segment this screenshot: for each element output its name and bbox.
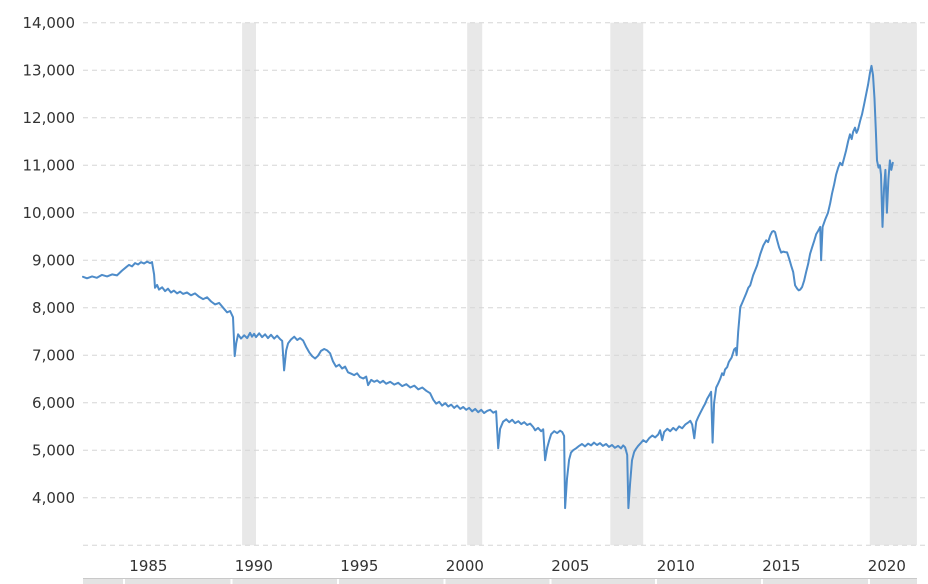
x-axis-label: 2005 xyxy=(551,557,589,575)
y-axis-label: 14,000 xyxy=(23,14,76,32)
data-series-line xyxy=(82,64,894,510)
recession-band xyxy=(467,22,483,546)
range-selector-divider xyxy=(868,579,870,584)
y-axis-label: 12,000 xyxy=(23,109,76,127)
x-axis-label: 2020 xyxy=(868,557,906,575)
x-axis-label: 2010 xyxy=(657,557,695,575)
range-selector-divider xyxy=(549,579,552,584)
y-axis-label: 8,000 xyxy=(32,299,75,317)
range-selector-divider xyxy=(123,579,125,584)
range-selector-border xyxy=(83,578,917,579)
y-axis-label: 9,000 xyxy=(32,252,75,270)
recession-band xyxy=(869,22,917,546)
x-axis-label: 2015 xyxy=(762,557,800,575)
y-axis-label: 10,000 xyxy=(23,204,76,222)
range-selector-divider xyxy=(443,579,446,584)
y-axis-label: 5,000 xyxy=(32,442,75,460)
x-axis-label: 1990 xyxy=(235,557,273,575)
y-axis-label: 13,000 xyxy=(23,62,76,80)
range-selector-divider xyxy=(761,579,763,584)
plot-area[interactable] xyxy=(83,22,927,546)
range-selector-divider xyxy=(655,579,657,584)
recession-band xyxy=(242,22,256,546)
y-axis-label: 7,000 xyxy=(32,347,75,365)
range-selector-divider xyxy=(337,579,339,584)
range-selector[interactable] xyxy=(83,578,917,584)
y-axis-labels-group: 14,000 13,000 12,000 11,000 10,000 9,000 8,000… xyxy=(23,14,76,507)
x-axis-label: 1985 xyxy=(129,557,167,575)
x-axis-label: 2000 xyxy=(446,557,484,575)
range-selector-track[interactable] xyxy=(83,579,917,584)
x-axis-labels-group: 1985 1990 1995 2000 2005 2010 2015 2020 xyxy=(129,557,906,575)
gridlines-group xyxy=(83,22,927,546)
y-axis-label: 11,000 xyxy=(23,157,76,175)
y-axis-label: 6,000 xyxy=(32,394,75,412)
x-axis-label: 1995 xyxy=(340,557,378,575)
y-axis-label: 4,000 xyxy=(32,489,75,507)
range-selector-divider xyxy=(230,579,233,584)
